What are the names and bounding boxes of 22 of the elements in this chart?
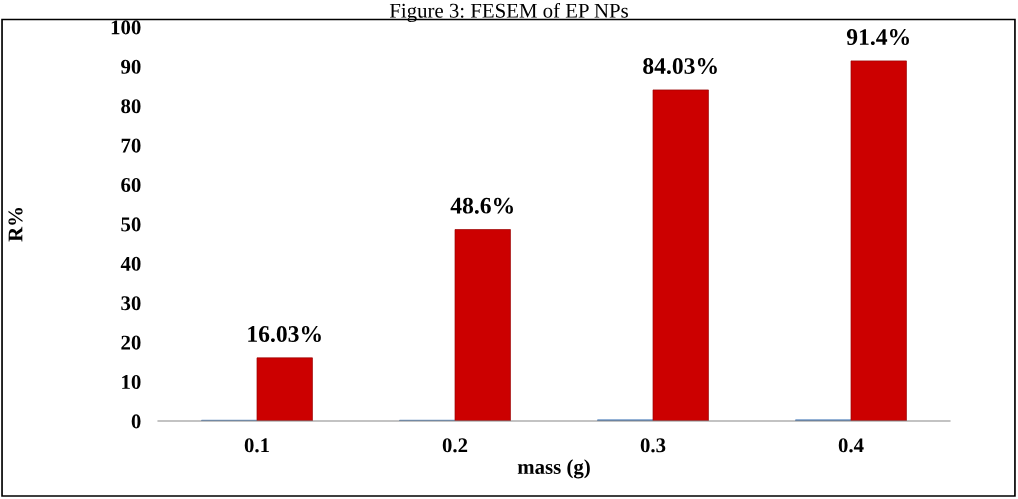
y-tick-label: 60 xyxy=(121,177,141,193)
x-tick-label: 0.3 xyxy=(640,438,666,453)
data-label: 91.4% xyxy=(846,29,909,46)
caption: Figure 3: FESEM of EP NPs xyxy=(389,2,628,23)
y-tick-label: 70 xyxy=(121,138,141,153)
y-tick-label: 0 xyxy=(131,414,141,429)
y-tick-label: 20 xyxy=(121,335,141,350)
y-tick-label: 80 xyxy=(121,99,141,114)
y-axis-title: R% xyxy=(8,208,23,242)
x-axis-title: mass (g) xyxy=(517,459,590,479)
data-label: 84.03% xyxy=(643,58,717,75)
data-label: 16.03% xyxy=(248,326,321,343)
y-tick-label: 40 xyxy=(120,256,141,271)
y-tick-label: 30 xyxy=(121,296,141,311)
y-tick-label: 50 xyxy=(121,217,141,232)
y-tick-label: 90 xyxy=(121,59,141,74)
x-tick-label: 0.2 xyxy=(442,438,468,453)
x-tick-label: 0.1 xyxy=(244,438,269,453)
y-tick-label: 100 xyxy=(111,20,141,35)
x-tick-label: 0.4 xyxy=(838,438,864,453)
data-label: 48.6% xyxy=(450,197,513,214)
y-tick-label: 10 xyxy=(122,374,141,390)
